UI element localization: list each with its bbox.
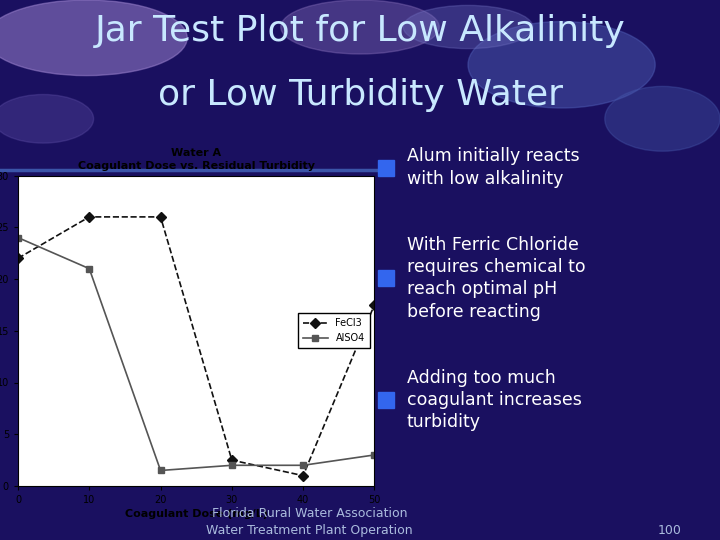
- AlSO4: [299, 462, 307, 469]
- Text: Adding too much
coagulant increases
turbidity: Adding too much coagulant increases turb…: [407, 369, 582, 431]
- Legend: FeCl3, AlSO4: FeCl3, AlSO4: [299, 313, 369, 348]
- FeCl3: [299, 472, 307, 479]
- FeCl3: [85, 214, 94, 220]
- Text: Jar Test Plot for Low Alkalinity: Jar Test Plot for Low Alkalinity: [94, 14, 626, 48]
- Bar: [378, 271, 394, 286]
- Ellipse shape: [605, 86, 720, 151]
- Title: Water A
Coagulant Dose vs. Residual Turbidity: Water A Coagulant Dose vs. Residual Turb…: [78, 148, 315, 171]
- Line: FeCl3: FeCl3: [14, 213, 378, 479]
- FeCl3: [156, 214, 165, 220]
- Text: Alum initially reacts
with low alkalinity: Alum initially reacts with low alkalinit…: [407, 147, 580, 188]
- FeCl3: [228, 457, 236, 463]
- Bar: [378, 392, 394, 408]
- Ellipse shape: [281, 0, 439, 54]
- Ellipse shape: [0, 94, 94, 143]
- Text: 100: 100: [657, 524, 682, 537]
- Text: Florida Rural Water Association
Water Treatment Plant Operation: Florida Rural Water Association Water Tr…: [207, 507, 413, 537]
- AlSO4: [85, 266, 94, 272]
- Text: With Ferric Chloride
requires chemical to
reach optimal pH
before reacting: With Ferric Chloride requires chemical t…: [407, 236, 585, 321]
- Bar: [378, 160, 394, 176]
- AlSO4: [156, 467, 165, 474]
- AlSO4: [228, 462, 236, 469]
- Ellipse shape: [0, 0, 187, 76]
- AlSO4: [14, 234, 22, 241]
- X-axis label: Coagulant Dose (mg/L): Coagulant Dose (mg/L): [125, 509, 268, 519]
- Ellipse shape: [468, 22, 655, 108]
- FeCl3: [370, 302, 379, 308]
- Ellipse shape: [403, 5, 533, 49]
- FeCl3: [14, 255, 22, 261]
- Line: AlSO4: AlSO4: [14, 234, 378, 474]
- AlSO4: [370, 451, 379, 458]
- Text: or Low Turbidity Water: or Low Turbidity Water: [158, 78, 562, 112]
